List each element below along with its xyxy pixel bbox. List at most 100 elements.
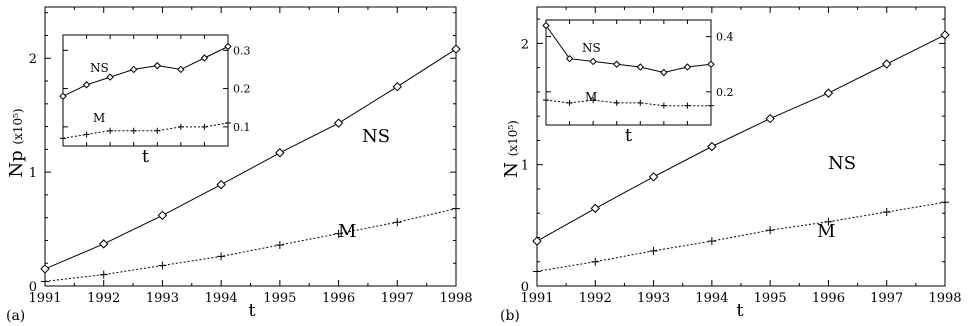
panel-b-inset-y-tick-label: 0.2 (716, 86, 734, 99)
panel-b-series-1-point (882, 208, 891, 217)
panel-a-inset-series-1-point (60, 135, 66, 142)
panel-b-inset-series-1-point (613, 99, 620, 106)
panel-a-series-0-point (157, 210, 168, 221)
panel-b-x-tick-label: 1996 (812, 291, 845, 306)
panel-b-inset-series-1-point (543, 97, 549, 104)
panel-a-series-0-point (451, 44, 461, 54)
panel-a-inset-series-1-point (201, 123, 208, 130)
panel-a: 1991 1992 1993 1994 1995 1996 1997 1998 0 1 2 NS Mt N… (6, 6, 473, 324)
panel-b-inset-series-0-line (545, 25, 712, 74)
panel-a-series-0-point (40, 264, 50, 274)
panel-a-inset-series-1-point (154, 127, 161, 134)
panel-a-x-tick-label: 1994 (205, 291, 238, 306)
panel-b-inset-series-0-point (589, 57, 597, 66)
panel-b-inset-series-0-point (613, 60, 621, 68)
panel-a-inset-series-0-point (224, 42, 232, 51)
panel-b-x-tick-label: 1993 (637, 291, 670, 306)
panel-b-inset-series-1-point (660, 102, 667, 109)
panel-b-inset-series-1-point (637, 99, 644, 106)
panel-b-inset-series-1-point (708, 102, 714, 109)
panel-b-y-tick-label: 1 (521, 159, 529, 174)
panel-b-x-tick-label: 1991 (520, 291, 553, 306)
panel-a-series-1-label: M (338, 221, 356, 242)
panel-b-series-0-label: NS (828, 153, 856, 174)
panel-a-series-1-point (99, 270, 108, 279)
panel-b-y-axis-label-unit: (x10⁵) (506, 120, 520, 156)
panel-b-series-0-point (590, 203, 600, 214)
panel-b-inset-series-1-point (590, 97, 597, 104)
panel-a-inset-series-0-line (62, 46, 229, 97)
panel-b-series-0-line (536, 34, 946, 242)
panel-b-series-0-point (823, 88, 834, 98)
panel-b-inset-series-1-label: M (585, 90, 597, 104)
panel-a-inset-series-0-point (130, 65, 138, 74)
panel-a-x-tick-label: 1993 (146, 291, 179, 306)
panel-a-inset-y-tick-label: 0.2 (233, 83, 251, 96)
panel-a-inset-series-1-point (107, 127, 114, 134)
panel-b-y-axis-label: N (x10⁵) (501, 120, 522, 178)
panel-a-series-1-line (44, 208, 457, 282)
panel-a-inset-series-1-label: M (93, 111, 105, 125)
panel-a-series-1-point (393, 218, 402, 227)
panel-a-series-1-point (334, 229, 343, 238)
panel-a-series-1-point (452, 204, 460, 213)
panel-b-inset-series-0-label: NS (582, 41, 601, 55)
panel-a-inset-x-axis-label: t (142, 146, 150, 167)
panel-b: 1991 1992 1993 1994 1995 1996 1997 1998 0 1 2 NS Mt N… (500, 6, 962, 324)
panel-a-inset-y-tick-label: 0.3 (233, 44, 251, 57)
panel-b-x-tick-label: 1995 (754, 291, 787, 306)
panel-a-inset-series-1-point (177, 123, 184, 130)
panel-a-inset-series-1-point (83, 131, 90, 138)
panel-a-series-0-point (275, 148, 285, 158)
panel-a-y-tick-label: 1 (29, 166, 37, 181)
panel-a-series-0-line (44, 48, 457, 270)
panel-a-x-tick-label: 1991 (28, 291, 61, 306)
panel-a-y-axis-label: Np (x10⁵) (6, 108, 27, 177)
panel-a-x-tick-label: 1996 (322, 291, 355, 306)
panel-a-series-1-point (217, 252, 226, 261)
panel-b-inset-x-axis-label: t (625, 125, 633, 146)
panel-b-y-tick-label: 0 (521, 280, 529, 295)
panel-b-series-1-point (707, 237, 716, 246)
panel-b-series-1-point (941, 198, 949, 207)
panel-a-y-axis-label-main: Np (6, 145, 27, 178)
panel-b-inset-series-0-point (636, 63, 644, 71)
panel-b-series-1-point (766, 226, 775, 235)
panel-b-series-0-point (882, 59, 892, 69)
panel-a-x-tick-label: 1998 (439, 291, 472, 306)
panel-b-series-1-point (591, 257, 600, 266)
panel-b-inset-series-0-point (683, 63, 692, 71)
panel-a-inset-series-0-point (177, 65, 185, 74)
panel-b-series-0-point (940, 30, 950, 40)
panel-a-series-0-point (99, 239, 109, 249)
panel-b-series-0-point (707, 141, 717, 152)
panel-a-inset-series-0-point (59, 92, 67, 100)
panel-a-inset-series-0-point (200, 54, 209, 62)
panel-b-inset-series-0-point (707, 60, 715, 68)
panel-a-inset-series-1-point (130, 127, 137, 134)
panel-a-panel-label: (a) (6, 308, 25, 324)
panel-b-inset-y-tick-label: 0.4 (716, 31, 734, 44)
panel-a-inset-series-0-point (82, 81, 91, 89)
panel-a-inset-series-1-point (225, 120, 231, 127)
panel-a-series-0-point (392, 82, 402, 92)
panel-a-series-1-point (275, 241, 284, 250)
panel-b-inset-series-1-point (684, 102, 691, 109)
panel-b-inset-series-0-point (660, 68, 668, 77)
panel-a-series-0-point (216, 179, 226, 190)
panel-b-series-1-point (649, 246, 658, 255)
panel-b-series-0-point (532, 236, 542, 246)
panel-b-y-axis-label-main: N (501, 156, 522, 177)
panel-a-y-axis-label-unit: (x10⁵) (11, 108, 25, 144)
panel-b-series-1-line (536, 201, 946, 272)
panel-b-panel-label: (b) (500, 308, 520, 324)
panel-b-series-1-label: M (817, 221, 835, 242)
panel-a-x-axis-label: t (248, 300, 256, 321)
panel-a-x-tick-label: 1995 (263, 291, 296, 306)
panel-b-y-tick-label: 2 (521, 37, 529, 52)
panel-b-series-0-point (648, 172, 659, 182)
panel-b-series-1-point (533, 267, 541, 276)
panel-a-inset-y-tick-label: 0.1 (233, 121, 251, 134)
panel-b-inset-series-0-point (542, 21, 550, 30)
